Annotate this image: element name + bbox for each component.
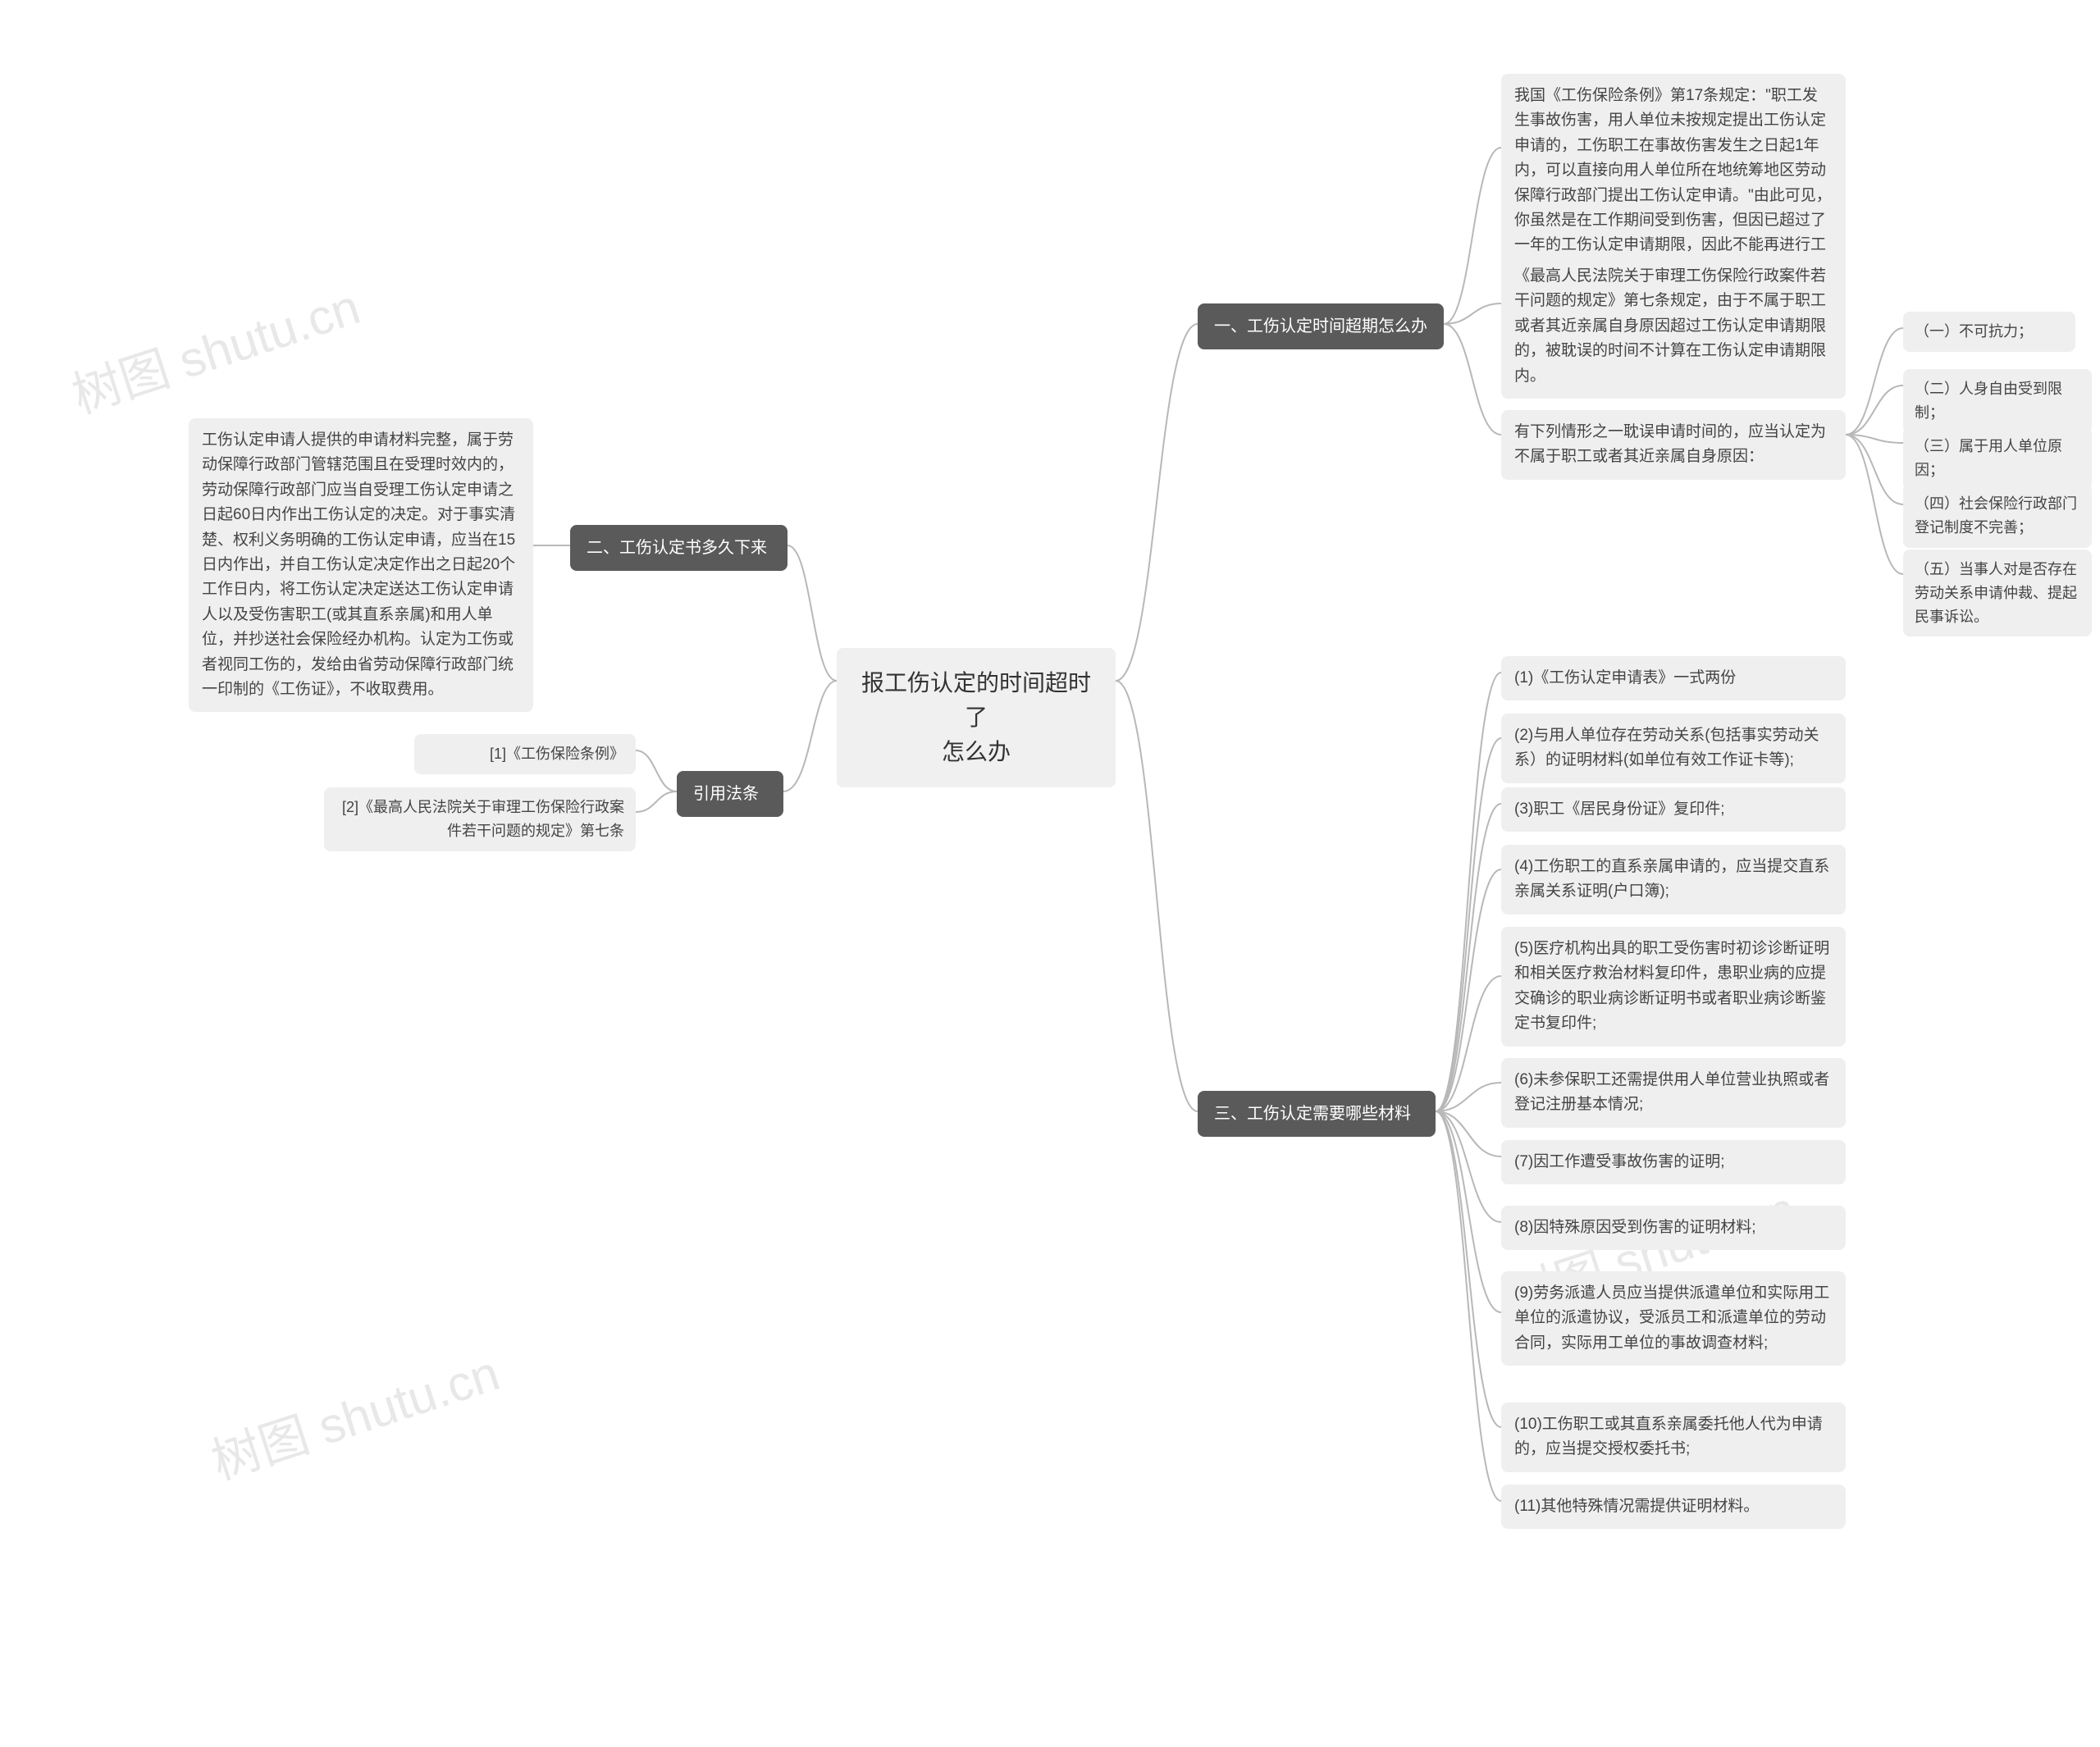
leaf-node: (10)工伤职工或其直系亲属委托他人代为申请的，应当提交授权委托书; — [1501, 1403, 1846, 1472]
leaf-node: （一）不可抗力； — [1903, 312, 2075, 352]
watermark: 树图 shutu.cn — [201, 1334, 507, 1494]
leaf-node: (7)因工作遭受事故伤害的证明; — [1501, 1140, 1846, 1184]
leaf-node: [1]《工伤保险条例》 — [414, 734, 636, 774]
branch-section-1: 一、工伤认定时间超期怎么办 — [1198, 303, 1444, 349]
leaf-node: (8)因特殊原因受到伤害的证明材料; — [1501, 1206, 1846, 1250]
leaf-node: (2)与用人单位存在劳动关系(包括事实劳动关系）的证明材料(如单位有效工作证卡等… — [1501, 714, 1846, 783]
leaf-node: 《最高人民法院关于审理工伤保险行政案件若干问题的规定》第七条规定，由于不属于职工… — [1501, 254, 1846, 399]
leaf-node: （二）人身自由受到限制； — [1903, 369, 2092, 433]
leaf-node: (1)《工伤认定申请表》一式两份 — [1501, 656, 1846, 700]
leaf-node: (4)工伤职工的直系亲属申请的，应当提交直系亲属关系证明(户口簿); — [1501, 845, 1846, 915]
branch-section-3: 三、工伤认定需要哪些材料 — [1198, 1091, 1436, 1137]
leaf-node: （四）社会保险行政部门登记制度不完善； — [1903, 484, 2092, 548]
leaf-node: (3)职工《居民身份证》复印件; — [1501, 787, 1846, 832]
watermark: 树图 shutu.cn — [62, 267, 368, 427]
leaf-node: 有下列情形之一耽误申请时间的，应当认定为不属于职工或者其近亲属自身原因： — [1501, 410, 1846, 480]
leaf-node: (5)医疗机构出具的职工受伤害时初诊诊断证明和相关医疗救治材料复印件，患职业病的… — [1501, 927, 1846, 1047]
leaf-node: 工伤认定申请人提供的申请材料完整，属于劳动保障行政部门管辖范围且在受理时效内的，… — [189, 418, 533, 712]
mindmap-root: 报工伤认定的时间超时了 怎么办 — [837, 648, 1116, 787]
branch-section-2: 二、工伤认定书多久下来 — [570, 525, 788, 571]
leaf-node: （五）当事人对是否存在劳动关系申请仲裁、提起民事诉讼。 — [1903, 550, 2092, 636]
leaf-node: (11)其他特殊情况需提供证明材料。 — [1501, 1485, 1846, 1529]
leaf-node: [2]《最高人民法院关于审理工伤保险行政案件若干问题的规定》第七条 — [324, 787, 636, 851]
leaf-node: (9)劳务派遣人员应当提供派遣单位和实际用工单位的派遣协议，受派员工和派遣单位的… — [1501, 1271, 1846, 1366]
leaf-node: （三）属于用人单位原因； — [1903, 426, 2092, 490]
branch-references: 引用法条 — [677, 771, 783, 817]
leaf-node: (6)未参保职工还需提供用人单位营业执照或者登记注册基本情况; — [1501, 1058, 1846, 1128]
